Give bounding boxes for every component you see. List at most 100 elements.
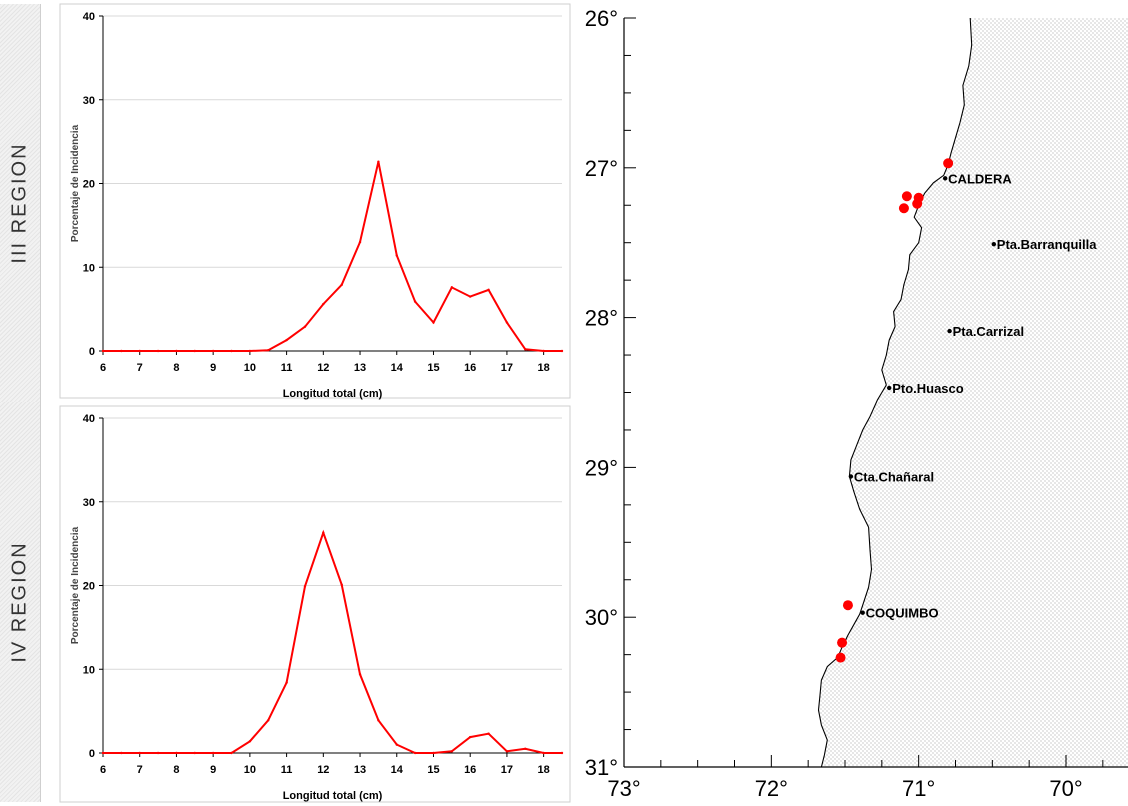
y-tick-label: 10 [83,664,95,676]
x-tick-label: 11 [281,764,293,776]
y-tick-label: 0 [89,748,95,760]
series-line-1 [103,529,562,754]
coastline [817,17,973,768]
data-point [322,302,325,306]
x-tick-label: 17 [501,362,513,374]
data-point [138,349,141,353]
x-tick-label: 9 [210,764,216,776]
y-tick-label: 40 [83,11,95,23]
data-point [156,349,160,353]
place-label: COQUIMBO [866,606,939,621]
data-point [377,719,380,722]
sampling-point [943,158,954,169]
x-tick-label: 14 [391,764,404,776]
place-dot [942,176,948,181]
data-point [211,349,215,353]
place-dot [947,328,952,334]
data-point [450,286,454,289]
x-tick-label: 10 [244,362,256,374]
data-point [469,735,472,739]
data-point [560,751,564,755]
x-tick-label: 15 [427,764,439,776]
data-point [138,751,141,755]
data-point [487,732,490,735]
x-tick-label: 15 [427,362,439,374]
x-axis-label: Longitud total (cm) [283,790,383,802]
data-point [267,348,270,352]
sampling-point [837,637,848,648]
region-label-iv: IV REGION [0,402,41,802]
data-point [505,321,509,324]
data-point [211,751,215,755]
x-tick-label: 16 [464,362,476,374]
data-point [322,531,325,534]
place-dot [991,241,997,247]
x-tick-label: 9 [210,362,216,374]
data-point [542,349,545,353]
data-point [413,751,417,755]
place-dot [887,385,892,391]
data-point [303,585,307,588]
x-tick-label: 8 [173,764,179,776]
data-point [432,751,435,755]
data-point [230,349,233,353]
data-point [560,349,564,353]
place-label: Pta.Carrizal [953,324,1025,339]
data-point [303,325,307,328]
sampling-point [842,600,853,611]
chart-panel-iii: III REGION 0 10 20 30 40 6 7 8 9 10 11 12 13 14 15 16 17… [0,0,572,402]
y-tick-label: 20 [83,179,95,191]
length-frequency-chart-iii: 0 10 20 30 40 6 7 8 9 10 11 12 13 14 15 16 17 18 Longitud … [59,3,571,400]
data-point [267,719,270,722]
y-axis-label: Porcentaje de Incidencia [70,526,81,644]
data-point [542,751,545,755]
x-tick-label: 11 [281,362,293,374]
lat-tick-label: 26° [585,6,618,31]
series-line-0 [103,161,562,352]
data-point [101,751,105,755]
data-point [469,295,472,298]
x-tick-label: 18 [538,362,550,374]
data-point [487,288,490,292]
y-tick-label: 30 [83,95,95,107]
lat-tick-label: 27° [585,156,618,181]
lat-tick-label: 31° [585,755,618,780]
data-point [248,740,252,743]
x-tick-label: 12 [317,764,329,776]
place-label: Pta.Barranquilla [997,237,1097,252]
data-point [285,338,288,342]
data-point [193,751,196,755]
lon-tick-label: 72° [755,776,788,801]
chart-frame [59,405,571,803]
data-point [340,283,343,287]
sampling-point [901,191,912,202]
region-label-iv-text: IV REGION [8,541,31,663]
data-point [413,300,417,303]
data-point [101,349,105,353]
data-point [432,321,435,324]
lon-tick-label: 71° [902,776,935,801]
data-point [230,751,233,755]
x-tick-label: 8 [173,362,179,374]
data-point [248,349,252,353]
x-tick-label: 6 [100,764,106,776]
data-point [358,240,362,244]
y-tick-label: 40 [83,413,95,425]
lon-tick-label: 70° [1049,776,1082,801]
x-tick-label: 18 [538,764,550,776]
sampling-point [898,203,909,214]
data-point [358,673,362,676]
chart-panel-iv: IV REGION 0 10 20 30 40 6 7 8 9 10 11 12 13 14 15 16 17 1… [0,402,572,806]
data-point [505,750,509,753]
x-tick-label: 7 [137,764,143,776]
data-point [395,743,398,746]
place-label: CALDERA [948,171,1012,186]
data-point [175,349,178,353]
data-point [395,254,398,257]
x-tick-label: 14 [391,362,404,374]
data-point [120,751,123,755]
region-label-iii-text: III REGION [8,142,31,264]
y-tick-label: 10 [83,262,95,274]
length-frequency-chart-iv: 0 10 20 30 40 6 7 8 9 10 11 12 13 14 15 16 17 18 Longitud … [59,405,571,803]
y-tick-label: 20 [83,581,95,593]
